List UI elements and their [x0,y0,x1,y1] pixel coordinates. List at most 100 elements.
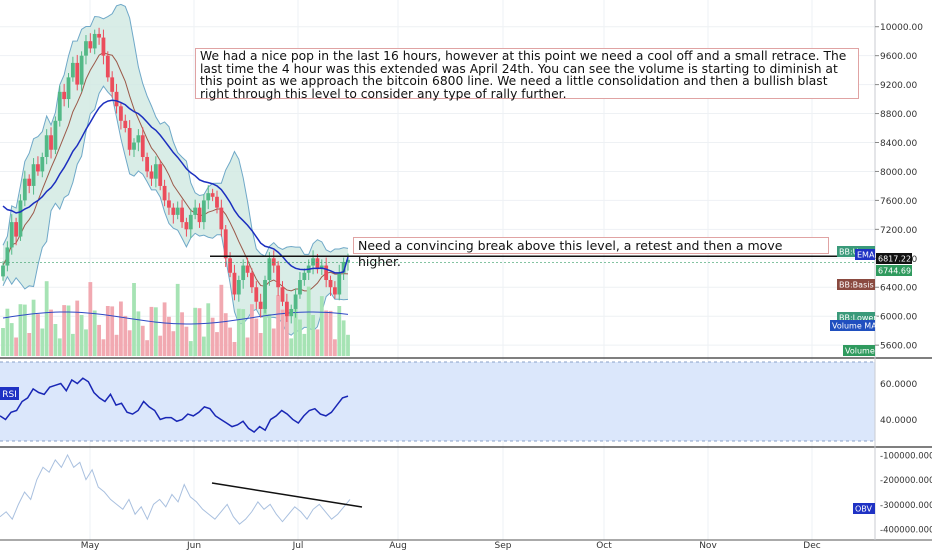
candle-body [215,196,219,208]
price-tick-label: 8400.00 [880,139,917,149]
price-tick-label: 9600.00 [880,52,917,62]
candle-body [315,258,320,270]
volume-bar [145,340,150,356]
volume-bar [206,303,211,356]
volume-bar [167,316,171,356]
price-tick-label: 8800.00 [880,110,917,120]
main-annotation[interactable]: We had a nice pop in the last 16 hours, … [195,48,859,100]
candle-body [75,62,80,85]
candle-body [276,265,281,288]
rsi-label: RSI [2,390,17,400]
volume-bar [263,285,267,356]
level-annotation[interactable]: Need a convincing break above this level… [353,237,829,269]
candle-body [188,214,193,230]
volume-bar [346,334,350,356]
candle-body [5,247,10,266]
candle-body [324,265,329,281]
candles [1,27,350,324]
bb-basis-tag-box [837,279,875,290]
time-tick-label: Jun [186,541,201,550]
candle-body [289,308,294,317]
volume-bar [219,284,224,356]
candle-body [293,294,298,309]
volume-bar [276,295,281,356]
volume-bar [66,305,71,356]
time-tick-label: Oct [596,541,612,550]
volume-bar [223,313,228,356]
rsi-pane: RSI [0,361,875,442]
obv-tick-label: -300000.0000 [880,501,932,511]
volume-bar [149,306,154,356]
volume-bar [188,341,193,356]
candle-body [319,265,324,270]
volume-bar [114,334,119,356]
candle-body [245,265,250,273]
price-tick-label: 6400.00 [880,284,917,294]
volume-bar [1,328,5,356]
volume-bar [88,282,93,356]
volume-bar [241,309,246,356]
volume-bar [123,315,128,356]
obv-tick-label: -100000.0000 [880,451,932,461]
candle-body [110,77,115,92]
candle-body [298,280,302,295]
candle-body [184,222,189,230]
candle-body [228,258,232,273]
volume-bar [267,314,272,356]
volume-bar [31,299,36,356]
candle-body [219,207,224,230]
candle-body [70,62,75,78]
bb-lower-line [2,85,349,336]
price-tick-label: 8000.00 [880,168,917,178]
volume-bar [271,328,276,356]
time-tick-label: Jul [292,541,304,550]
candle-body [92,33,97,49]
candle-body [332,287,337,295]
candle-body [341,261,346,273]
candle-body [53,120,58,150]
bb-basis-tag: BB:Basis [839,281,874,290]
time-tick-label: Nov [699,541,717,550]
volume-bar [184,326,189,356]
candle-body [31,164,36,186]
volume-bar [79,315,84,356]
candle-body [97,33,101,38]
candle-body [258,301,263,309]
axes: 10000.00 9600.00 9200.00 8800.00 8400.00 8000… [81,0,932,550]
candle-body [284,301,289,317]
volume-bar [180,312,184,356]
candle-body [267,258,272,281]
volume-ma-tag-box [830,320,875,331]
candle-body [136,135,141,143]
close-value-tag-box [876,265,912,276]
volume-bar [302,333,307,356]
volume-bar [49,309,53,356]
volume-bar [140,325,145,356]
volume-bar [18,304,23,356]
obv-label: OBV [855,505,873,514]
obv-tick-label: -200000.0000 [880,476,932,486]
candle-body [302,272,307,281]
volume-bar [136,311,141,356]
candle-body [36,164,40,172]
volume-bar [284,310,289,356]
bb-upper-tag: BB:Upp [839,248,869,257]
candle-body [79,55,84,85]
bb-lower-tag: BB:Lower [839,314,877,323]
rsi-tick-label: 40.0000 [880,416,917,426]
candle-body [9,222,14,248]
volume-bar [171,331,176,356]
volume-bar [97,324,101,356]
candle-body [127,128,132,150]
candle-body [62,91,67,100]
volume-bar [153,307,158,356]
obv-line [0,453,351,525]
volume-bar [40,328,45,356]
volume-bar [75,300,80,356]
volume-bar [289,338,294,356]
candle-body [328,280,333,288]
bb-basis-line [2,51,349,292]
rsi-tick-label: 60.0000 [880,380,917,390]
ema-value-tag: 6817.22 [878,255,911,264]
volume-bar [22,304,27,356]
